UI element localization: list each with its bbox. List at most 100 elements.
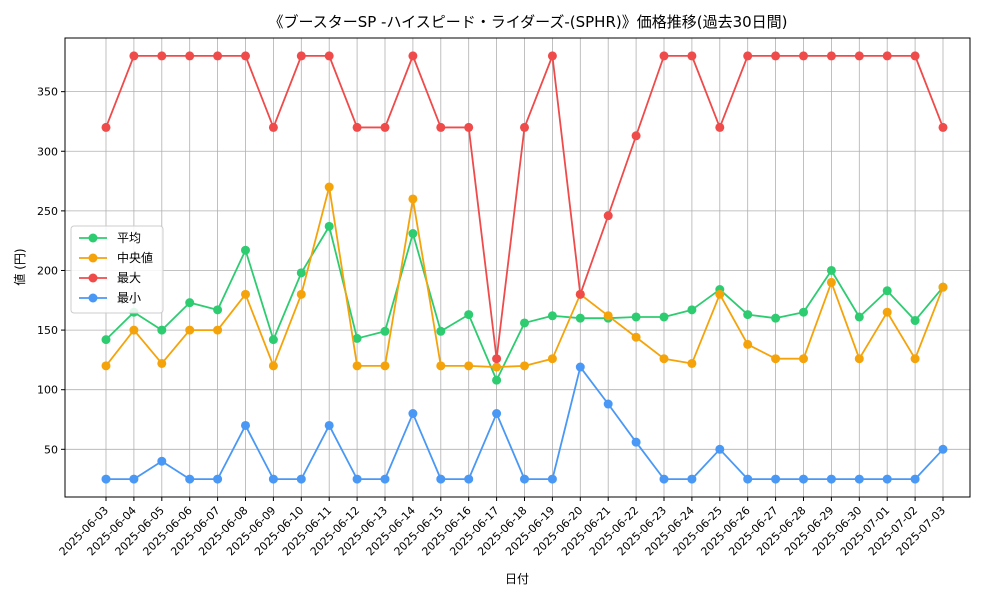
data-point [185, 474, 195, 484]
legend-swatch-marker [88, 253, 98, 263]
data-point [241, 289, 250, 299]
data-point [380, 361, 390, 371]
y-tick-label: 250 [37, 205, 58, 218]
data-point [603, 211, 613, 221]
data-point [492, 362, 502, 372]
data-point [464, 474, 474, 484]
data-point [241, 420, 250, 430]
data-point [771, 313, 781, 323]
data-point [380, 122, 390, 132]
legend-label: 最小 [117, 291, 141, 305]
data-point [241, 51, 250, 61]
legend-label: 中央値 [117, 250, 153, 265]
chart-title: 《ブースターSP -ハイスピード・ライダーズ-(SPHR)》価格推移(過去30日… [268, 13, 787, 31]
data-point [910, 316, 920, 326]
data-point [910, 474, 920, 484]
data-point [826, 474, 836, 484]
data-point [213, 474, 223, 484]
data-point [659, 312, 669, 322]
data-point [157, 325, 167, 335]
data-point [687, 305, 697, 315]
data-point [296, 474, 306, 484]
data-point [436, 122, 446, 132]
y-tick-label: 150 [37, 324, 58, 337]
plot-frame [64, 37, 971, 498]
y-tick-label: 100 [37, 384, 58, 397]
data-point [771, 474, 781, 484]
data-point [799, 354, 808, 364]
data-point [882, 474, 892, 484]
data-point [882, 286, 892, 296]
data-point [492, 375, 502, 385]
x-axis-label: 日付 [505, 572, 529, 586]
data-point [547, 51, 557, 61]
legend-label: 平均 [117, 231, 141, 245]
y-tick-label: 50 [44, 443, 58, 456]
legend-label: 最大 [117, 271, 141, 285]
data-point [324, 221, 334, 231]
data-point [854, 312, 864, 322]
data-point [659, 354, 669, 364]
data-point [659, 51, 669, 61]
data-point [520, 318, 529, 328]
y-axis-label: 値 (円) [12, 248, 27, 285]
data-point [547, 354, 557, 364]
y-tick-label: 200 [37, 264, 58, 277]
data-point [408, 229, 418, 239]
data-point [157, 358, 167, 368]
y-axis: 50 100 150 200 250 300 350 [37, 86, 65, 456]
data-point [101, 335, 111, 345]
data-point [408, 194, 418, 204]
data-point [296, 289, 306, 299]
data-point [436, 474, 446, 484]
data-point [743, 51, 753, 61]
data-point [575, 313, 585, 323]
data-point [631, 131, 641, 141]
data-point [520, 122, 529, 132]
data-point [352, 122, 362, 132]
data-point [464, 122, 474, 132]
data-point [520, 474, 529, 484]
y-tick-label: 350 [37, 86, 58, 99]
data-point [854, 474, 864, 484]
data-point [743, 339, 753, 349]
data-point [854, 51, 864, 61]
data-point [268, 122, 278, 132]
data-point [185, 325, 195, 335]
data-point [213, 325, 223, 335]
data-point [659, 474, 669, 484]
data-point [743, 474, 753, 484]
data-point [380, 326, 390, 336]
data-point [882, 51, 892, 61]
data-point [296, 268, 306, 278]
data-point [129, 325, 139, 335]
data-point [882, 307, 892, 317]
data-point [687, 474, 697, 484]
data-point [631, 312, 641, 322]
data-point [826, 265, 836, 275]
grid [65, 38, 970, 497]
data-point [715, 289, 725, 299]
data-point [771, 51, 781, 61]
data-point [352, 333, 362, 343]
series-3 [101, 362, 948, 484]
data-point [241, 245, 250, 255]
data-point [324, 420, 334, 430]
data-point [436, 361, 446, 371]
data-point [743, 310, 753, 320]
data-point [268, 474, 278, 484]
data-point [129, 51, 139, 61]
legend-swatch-marker [88, 233, 98, 243]
legend-swatch-marker [88, 273, 98, 283]
data-point [854, 354, 864, 364]
data-point [464, 310, 474, 320]
y-tick-label: 300 [37, 145, 58, 158]
data-point [631, 332, 641, 342]
data-point [352, 474, 362, 484]
data-point [101, 361, 111, 371]
data-point [547, 474, 557, 484]
data-point [938, 122, 948, 132]
series-2 [101, 51, 948, 364]
data-point [492, 354, 502, 364]
